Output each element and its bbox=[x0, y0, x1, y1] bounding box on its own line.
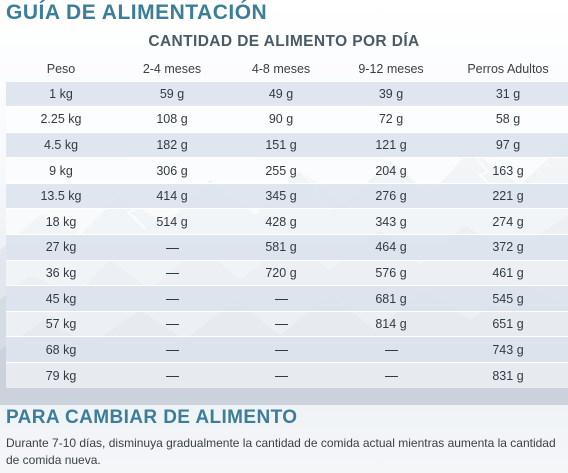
table-row: 18 kg 514 g 428 g 343 g 274 g bbox=[6, 208, 568, 235]
amount-cell: 121 g bbox=[334, 131, 448, 158]
amount-cell bbox=[228, 336, 334, 363]
amount-cell bbox=[116, 259, 228, 286]
column-header-9-12-meses: 9-12 meses bbox=[358, 61, 424, 76]
amount-cell: 581 g bbox=[228, 234, 334, 261]
amount-cell: 345 g bbox=[228, 182, 334, 209]
table-row: 4.5 kg 182 g 151 g 121 g 97 g bbox=[6, 131, 568, 158]
column-header-perros-adultos: Perros Adultos bbox=[467, 61, 549, 76]
not-applicable-dash bbox=[165, 273, 179, 275]
amount-cell: 182 g bbox=[116, 131, 228, 158]
amount-cell bbox=[228, 362, 334, 389]
amount-cell: 255 g bbox=[228, 157, 334, 184]
amount-cell: 414 g bbox=[116, 182, 228, 209]
weight-cell: 2.25 kg bbox=[6, 106, 116, 133]
amount-cell: 651 g bbox=[448, 310, 568, 337]
amount-cell bbox=[116, 336, 228, 363]
amount-cell bbox=[116, 285, 228, 312]
table-row: 57 kg 814 g 651 g bbox=[6, 310, 568, 337]
column-header-4-8-meses: 4-8 meses bbox=[251, 61, 311, 76]
table-row: 1 kg 59 g 49 g 39 g 31 g bbox=[6, 80, 568, 107]
amount-cell: 464 g bbox=[334, 234, 448, 261]
transition-text: Durante 7-10 días, disminuya gradualment… bbox=[6, 436, 556, 467]
transition-title: PARA CAMBIAR DE ALIMENTO bbox=[6, 407, 298, 428]
weight-cell: 13.5 kg bbox=[6, 182, 116, 209]
amount-cell: 743 g bbox=[448, 336, 568, 363]
amount-cell: 31 g bbox=[448, 80, 568, 107]
weight-cell: 1 kg bbox=[6, 80, 116, 107]
amount-cell: 428 g bbox=[228, 208, 334, 235]
weight-cell: 27 kg bbox=[6, 234, 116, 261]
amount-cell bbox=[228, 310, 334, 337]
amount-cell bbox=[116, 362, 228, 389]
amount-cell: 831 g bbox=[448, 362, 568, 389]
amount-cell: 576 g bbox=[334, 259, 448, 286]
table-row: 2.25 kg 108 g 90 g 72 g 58 g bbox=[6, 106, 568, 133]
amount-cell: 90 g bbox=[228, 106, 334, 133]
amount-cell: 108 g bbox=[116, 106, 228, 133]
table-body: 1 kg 59 g 49 g 39 g 31 g 2.25 kg 108 g 90 g 72 g… bbox=[6, 80, 568, 389]
table-subtitle: CANTIDAD DE ALIMENTO POR DÍA bbox=[148, 33, 420, 50]
amount-cell: 681 g bbox=[334, 285, 448, 312]
amount-cell bbox=[116, 310, 228, 337]
not-applicable-dash bbox=[274, 349, 288, 351]
not-applicable-dash bbox=[165, 324, 179, 326]
amount-cell: 151 g bbox=[228, 131, 334, 158]
column-header-peso: Peso bbox=[46, 61, 76, 76]
not-applicable-dash bbox=[384, 349, 398, 351]
weight-cell: 9 kg bbox=[6, 157, 116, 184]
amount-cell: 72 g bbox=[334, 106, 448, 133]
amount-cell: 204 g bbox=[334, 157, 448, 184]
table-header-row: Peso 2-4 meses 4-8 meses 9-12 meses Perr… bbox=[6, 57, 568, 81]
table-row: 9 kg 306 g 255 g 204 g 163 g bbox=[6, 157, 568, 184]
weight-cell: 68 kg bbox=[6, 336, 116, 363]
amount-cell: 58 g bbox=[448, 106, 568, 133]
amount-cell bbox=[228, 285, 334, 312]
weight-cell: 57 kg bbox=[6, 310, 116, 337]
amount-cell: 163 g bbox=[448, 157, 568, 184]
table-row: 13.5 kg 414 g 345 g 276 g 221 g bbox=[6, 182, 568, 209]
table-row: 36 kg 720 g 576 g 461 g bbox=[6, 259, 568, 286]
table-row: 68 kg 743 g bbox=[6, 336, 568, 363]
amount-cell: 372 g bbox=[448, 234, 568, 261]
not-applicable-dash bbox=[165, 349, 179, 351]
not-applicable-dash bbox=[165, 298, 179, 300]
amount-cell: 461 g bbox=[448, 259, 568, 286]
amount-cell: 276 g bbox=[334, 182, 448, 209]
amount-cell: 221 g bbox=[448, 182, 568, 209]
amount-cell: 343 g bbox=[334, 208, 448, 235]
amount-cell: 39 g bbox=[334, 80, 448, 107]
weight-cell: 45 kg bbox=[6, 285, 116, 312]
table-row: 79 kg 831 g bbox=[6, 362, 568, 389]
not-applicable-dash bbox=[384, 375, 398, 377]
amount-cell: 49 g bbox=[228, 80, 334, 107]
page-title: GUÍA DE ALIMENTACIÓN bbox=[6, 1, 268, 24]
not-applicable-dash bbox=[274, 298, 288, 300]
not-applicable-dash bbox=[165, 247, 179, 249]
amount-cell: 59 g bbox=[116, 80, 228, 107]
not-applicable-dash bbox=[274, 324, 288, 326]
amount-cell: 306 g bbox=[116, 157, 228, 184]
table-row: 27 kg 581 g 464 g 372 g bbox=[6, 234, 568, 261]
amount-cell bbox=[334, 336, 448, 363]
feeding-table: Peso 2-4 meses 4-8 meses 9-12 meses Perr… bbox=[6, 57, 568, 389]
not-applicable-dash bbox=[165, 375, 179, 377]
amount-cell bbox=[334, 362, 448, 389]
weight-cell: 79 kg bbox=[6, 362, 116, 389]
amount-cell: 814 g bbox=[334, 310, 448, 337]
amount-cell bbox=[116, 234, 228, 261]
amount-cell: 274 g bbox=[448, 208, 568, 235]
weight-cell: 18 kg bbox=[6, 208, 116, 235]
weight-cell: 36 kg bbox=[6, 259, 116, 286]
weight-cell: 4.5 kg bbox=[6, 131, 116, 158]
column-header-2-4-meses: 2-4 meses bbox=[142, 61, 202, 76]
not-applicable-dash bbox=[274, 375, 288, 377]
table-row: 45 kg 681 g 545 g bbox=[6, 285, 568, 312]
amount-cell: 545 g bbox=[448, 285, 568, 312]
amount-cell: 720 g bbox=[228, 259, 334, 286]
amount-cell: 514 g bbox=[116, 208, 228, 235]
amount-cell: 97 g bbox=[448, 131, 568, 158]
